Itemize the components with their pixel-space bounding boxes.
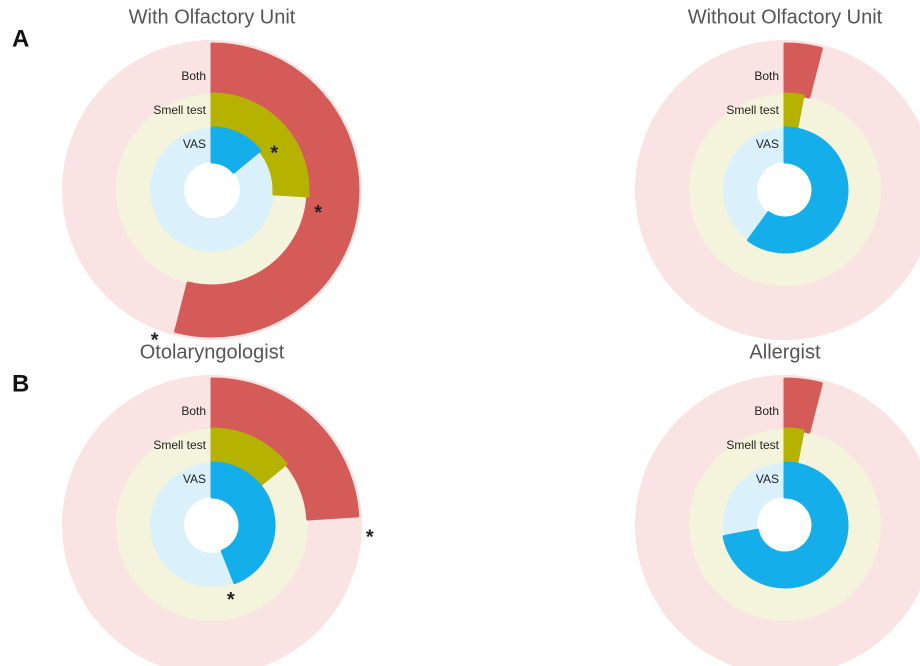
ring-label: VAS bbox=[183, 472, 206, 486]
ring-label: Smell test bbox=[726, 103, 779, 117]
ring-label: Both bbox=[181, 69, 206, 83]
ring-label: Smell test bbox=[726, 438, 779, 452]
chart-title: Without Olfactory Unit bbox=[688, 6, 883, 28]
significance-mark: * bbox=[314, 202, 322, 224]
chart-title: With Olfactory Unit bbox=[129, 6, 296, 28]
ring-label: VAS bbox=[756, 472, 779, 486]
radial-bar bbox=[747, 126, 849, 254]
panel-label: B bbox=[12, 370, 29, 397]
radial-bar bbox=[210, 461, 276, 585]
center-hole bbox=[757, 162, 813, 218]
ring-label: Smell test bbox=[153, 438, 206, 452]
chart-title: Otolaryngologist bbox=[140, 341, 285, 363]
ring-label: VAS bbox=[183, 137, 206, 151]
ring-label: Both bbox=[754, 69, 779, 83]
radial-bar bbox=[210, 126, 262, 174]
ring-label: Both bbox=[754, 404, 779, 418]
center-hole bbox=[184, 497, 240, 553]
center-hole bbox=[184, 162, 240, 218]
significance-mark: * bbox=[366, 526, 374, 548]
radial-bar bbox=[722, 461, 849, 589]
ring-label: Smell test bbox=[153, 103, 206, 117]
center-hole bbox=[757, 497, 813, 553]
significance-mark: * bbox=[227, 589, 235, 611]
chart-title: Allergist bbox=[749, 341, 821, 363]
significance-mark: * bbox=[151, 330, 159, 352]
ring-label: VAS bbox=[756, 137, 779, 151]
panel-label: A bbox=[12, 25, 29, 52]
ring-label: Both bbox=[181, 404, 206, 418]
significance-mark: * bbox=[270, 142, 278, 164]
